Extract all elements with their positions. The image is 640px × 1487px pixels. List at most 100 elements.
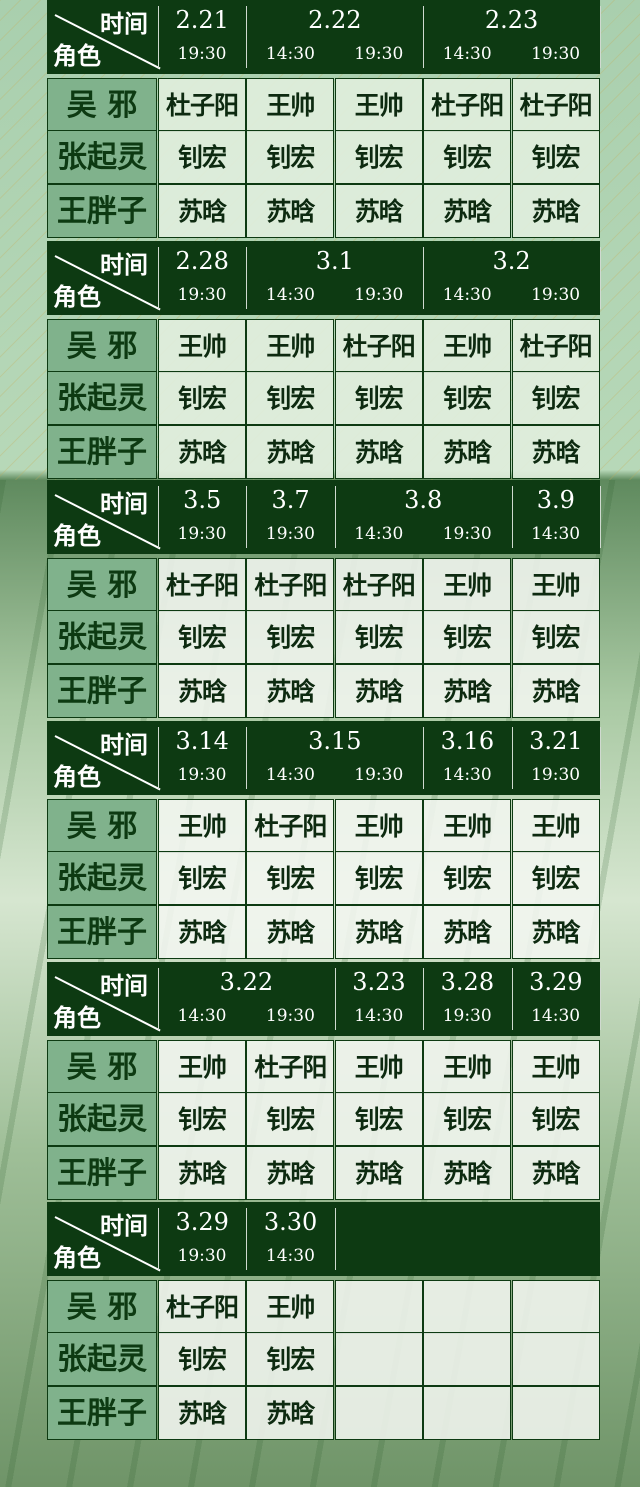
cast-row: 张起灵 钊宏 钊宏 bbox=[47, 1332, 600, 1386]
actor-cell: 钊宏 bbox=[423, 610, 512, 664]
actor-cell: 苏晗 bbox=[423, 905, 512, 959]
actor-cell: 钊宏 bbox=[511, 851, 600, 905]
actor-cell: 钊宏 bbox=[511, 1092, 600, 1146]
cast-row: 王胖子 苏晗 苏晗 苏晗 苏晗 苏晗 bbox=[47, 664, 600, 718]
actor-cell: 王帅 bbox=[334, 1040, 423, 1094]
actor-cell: 苏晗 bbox=[423, 184, 512, 238]
actor-cell: 钊宏 bbox=[246, 851, 335, 905]
actor-cell: 苏晗 bbox=[246, 905, 335, 959]
show-time: 19:30 bbox=[442, 524, 492, 544]
time-label: 时间 bbox=[100, 971, 148, 1000]
date-label: 3.2 bbox=[492, 247, 531, 275]
actor-cell: 王帅 bbox=[158, 1040, 246, 1094]
actor-cell: 王帅 bbox=[511, 558, 600, 612]
show-time: 14:30 bbox=[354, 524, 404, 544]
cast-row: 张起灵 钊宏 钊宏 钊宏 钊宏 钊宏 bbox=[47, 1092, 600, 1146]
date-label: 3.28 bbox=[440, 968, 495, 996]
actor-cell: 杜子阳 bbox=[158, 78, 246, 132]
actor-cell: 钊宏 bbox=[511, 610, 600, 664]
show-time: 14:30 bbox=[354, 1006, 404, 1026]
schedule-block: 时间 角色 2.21 2.22 2.23 19:30 14:30 19:30 14:30 19:3… bbox=[47, 0, 601, 241]
time-label: 时间 bbox=[100, 1211, 148, 1240]
date-label: 3.21 bbox=[529, 727, 583, 755]
role-name: 吴 邪 bbox=[47, 78, 157, 132]
header-corner: 时间角色 bbox=[47, 1202, 161, 1276]
actor-cell: 钊宏 bbox=[246, 130, 335, 184]
actor-cell bbox=[511, 1386, 600, 1440]
show-time: 19:30 bbox=[177, 524, 227, 544]
actor-cell: 钊宏 bbox=[334, 371, 423, 425]
role-name: 张起灵 bbox=[47, 371, 157, 425]
header-separator bbox=[246, 1208, 248, 1270]
actor-cell: 钊宏 bbox=[423, 130, 512, 184]
header-separator bbox=[600, 247, 601, 309]
role-name: 王胖子 bbox=[47, 1386, 157, 1440]
actor-cell: 苏晗 bbox=[158, 1386, 246, 1440]
show-time: 19:30 bbox=[531, 44, 581, 64]
actor-cell: 苏晗 bbox=[511, 425, 600, 479]
header-separator bbox=[511, 727, 513, 789]
actor-cell bbox=[423, 1280, 512, 1334]
header-separator bbox=[158, 6, 159, 68]
actor-cell: 苏晗 bbox=[423, 425, 512, 479]
show-time: 14:30 bbox=[442, 44, 492, 64]
actor-cell: 苏晗 bbox=[158, 664, 246, 718]
actor-cell: 杜子阳 bbox=[511, 319, 600, 373]
time-label: 时间 bbox=[100, 489, 148, 518]
cast-row: 吴 邪杜子阳 杜子阳 杜子阳 王帅 王帅 bbox=[47, 558, 600, 612]
header-separator bbox=[246, 727, 248, 789]
actor-cell bbox=[334, 1280, 423, 1334]
actor-cell: 钊宏 bbox=[423, 371, 512, 425]
cast-row: 吴 邪杜子阳 王帅 bbox=[47, 1280, 600, 1334]
actor-cell: 苏晗 bbox=[334, 905, 423, 959]
actor-cell: 王帅 bbox=[158, 319, 246, 373]
schedule-block: 时间 角色 3.14 3.15 3.16 3.21 19:30 14:30 19:30 14:30… bbox=[47, 721, 601, 962]
show-time: 14:30 bbox=[442, 285, 492, 305]
header-separator bbox=[158, 486, 159, 548]
actor-cell: 苏晗 bbox=[511, 905, 600, 959]
time-label: 时间 bbox=[100, 9, 148, 38]
actor-cell: 苏晗 bbox=[511, 184, 600, 238]
actor-cell: 钊宏 bbox=[246, 1332, 335, 1386]
actor-cell bbox=[423, 1332, 512, 1386]
actor-cell: 王帅 bbox=[334, 78, 423, 132]
actor-cell: 钊宏 bbox=[423, 851, 512, 905]
actor-cell: 苏晗 bbox=[334, 425, 423, 479]
role-label: 角色 bbox=[53, 1243, 101, 1272]
actor-cell bbox=[334, 1332, 423, 1386]
actor-cell: 王帅 bbox=[511, 799, 600, 853]
actor-cell: 钊宏 bbox=[334, 1092, 423, 1146]
role-label: 角色 bbox=[53, 521, 101, 550]
header-separator bbox=[600, 486, 601, 548]
header-corner: 时间 角色 bbox=[47, 241, 161, 315]
schedule-block: 时间 角色 3.29 3.30 19:30 14:30 吴 邪杜子阳 王帅 张起灵 钊宏 钊宏 王胖子… bbox=[47, 1202, 600, 1443]
actor-cell: 苏晗 bbox=[334, 664, 423, 718]
show-time: 19:30 bbox=[531, 285, 581, 305]
header-separator bbox=[600, 6, 601, 68]
date-label: 3.5 bbox=[183, 486, 222, 514]
actor-cell: 钊宏 bbox=[511, 130, 600, 184]
date-label: 3.14 bbox=[175, 727, 229, 755]
date-label: 3.7 bbox=[271, 486, 310, 514]
schedule-header: 时间 角色 3.14 3.15 3.16 3.21 19:30 14:30 19:30 14:30… bbox=[47, 721, 601, 795]
cast-row: 张起灵 钊宏 钊宏 钊宏 钊宏 钊宏 bbox=[47, 610, 600, 664]
show-time: 14:30 bbox=[265, 1246, 315, 1266]
header-separator bbox=[334, 968, 336, 1030]
show-time: 19:30 bbox=[265, 1006, 315, 1026]
header-separator bbox=[423, 6, 425, 68]
actor-cell: 苏晗 bbox=[246, 664, 335, 718]
show-time: 19:30 bbox=[265, 524, 315, 544]
actor-cell: 王帅 bbox=[511, 1040, 600, 1094]
header-separator bbox=[600, 727, 601, 789]
actor-cell: 杜子阳 bbox=[158, 558, 246, 612]
actor-cell: 王帅 bbox=[246, 78, 335, 132]
show-time: 19:30 bbox=[177, 285, 227, 305]
role-name: 张起灵 bbox=[47, 1332, 157, 1386]
actor-cell: 杜子阳 bbox=[246, 799, 335, 853]
date-label: 2.21 bbox=[175, 6, 229, 34]
actor-cell: 苏晗 bbox=[423, 1146, 512, 1200]
cast-row: 王胖子 苏晗 苏晗 苏晗 苏晗 苏晗 bbox=[47, 905, 600, 959]
role-name: 张起灵 bbox=[47, 130, 157, 184]
date-label: 3.29 bbox=[175, 1208, 229, 1236]
actor-cell: 苏晗 bbox=[246, 425, 335, 479]
